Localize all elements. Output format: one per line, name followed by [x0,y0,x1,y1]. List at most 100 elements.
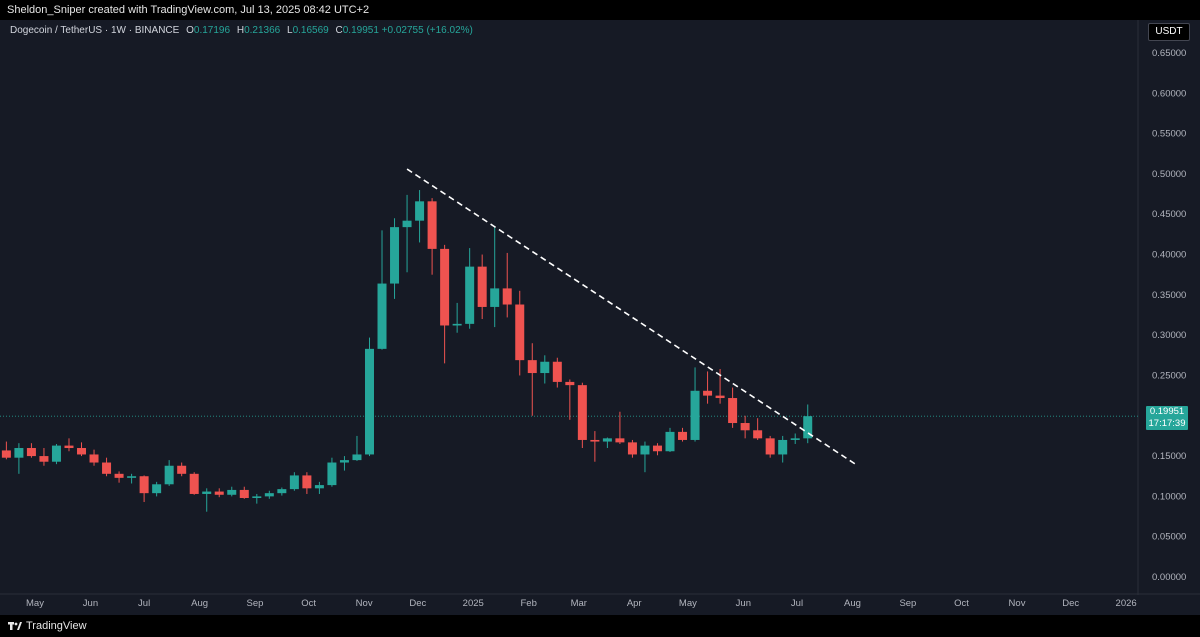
candle-body [289,475,299,490]
candle-body [490,288,500,307]
y-tick-label: 0.00000 [1152,572,1186,583]
x-tick-label: Jul [138,598,150,609]
candle-body [402,220,412,228]
x-tick-label: Sep [247,598,264,609]
candle-body [51,445,61,462]
x-tick-label: Jun [83,598,98,609]
x-tick-label: Mar [571,598,587,609]
x-tick-label: Jul [791,598,803,609]
candle-body [164,465,174,485]
candle-body [640,445,650,455]
x-tick-label: 2025 [463,598,484,609]
close-value: 0.19951 [342,25,379,36]
candle-body [415,201,425,221]
candle-body [89,454,99,463]
candle-body [665,431,675,452]
x-tick-label: May [679,598,697,609]
attribution-text: Sheldon_Sniper created with TradingView.… [7,4,370,16]
candle-body [765,438,775,455]
change-value: +0.02755 (+16.02%) [381,25,473,36]
candle-body [152,484,162,494]
x-tick-label: May [26,598,44,609]
candle-body [465,266,475,324]
open-label: O [186,25,194,36]
candle-body [352,454,362,461]
y-tick-label: 0.60000 [1152,88,1186,99]
candle-body [452,323,462,326]
x-tick-label: Nov [356,598,373,609]
candle-body [803,416,813,439]
candle-body [728,398,738,424]
candle-body [740,423,750,431]
candle-body [427,201,437,249]
candle-body [264,493,274,497]
candle-body [189,473,199,494]
y-tick-label: 0.25000 [1152,370,1186,381]
candle-body [339,460,349,463]
y-tick-label: 0.05000 [1152,532,1186,543]
candle-body [690,390,700,440]
candle-body [252,496,262,498]
candle-body [314,485,324,489]
descending-trendline [406,168,859,467]
currency-unit-button[interactable]: USDT [1148,23,1190,41]
candle-body [577,385,587,440]
candle-body [14,448,24,458]
candle-body [678,431,688,440]
last-price-value: 0.19951 [1149,406,1185,417]
candle-body [127,476,137,478]
close-label: C [335,25,343,36]
candle-body [565,381,575,386]
y-tick-label: 0.15000 [1152,451,1186,462]
low-label: L [287,25,293,36]
candle-body [139,476,149,494]
candle-body [590,439,600,442]
attribution-bar: Sheldon_Sniper created with TradingView.… [0,0,1200,20]
candle-body [1,450,11,458]
y-tick-label: 0.35000 [1152,290,1186,301]
candle-body [239,489,249,498]
x-tick-label: Dec [409,598,426,609]
candle-body [527,360,537,374]
candle-body [790,438,800,440]
y-tick-label: 0.50000 [1152,169,1186,180]
candle-body [202,491,212,494]
candle-body [377,283,387,349]
candle-body [214,491,224,495]
y-tick-label: 0.30000 [1152,330,1186,341]
footer-bar: TradingView [0,615,1200,637]
candle-body [703,390,713,396]
tradingview-logo-icon [8,622,22,630]
candle-body [390,227,400,284]
candle-body [39,456,49,462]
x-tick-label: Apr [627,598,642,609]
candle-body [615,438,625,443]
candle-body [102,462,112,474]
high-label: H [236,25,245,36]
candle-body [502,288,512,305]
candle-body [627,442,637,455]
candle-body [602,438,612,442]
candle-body [652,445,662,452]
symbol-name: Dogecoin / TetherUS · 1W · BINANCE [10,25,180,36]
bar-countdown: 17:17:39 [1148,418,1186,429]
y-tick-label: 0.65000 [1152,48,1186,59]
x-tick-label: Jun [736,598,751,609]
x-tick-label: Aug [844,598,861,609]
x-tick-label: Oct [301,598,316,609]
candle-body [227,489,237,495]
high-value: 0.21366 [244,25,281,36]
candle-body [26,448,36,457]
candlestick-chart[interactable]: 0.65000 0.60000 0.55000 0.50000 0.45000 0.400… [0,20,1200,615]
candle-body [477,266,487,307]
candle-body [440,248,450,326]
footer-brand: TradingView [26,620,87,632]
x-tick-label: Dec [1062,598,1079,609]
candle-body [552,361,562,382]
last-price-tag: 0.19951 17:17:39 [1146,406,1188,430]
candle-body [302,475,312,489]
candle-body [778,439,788,455]
y-tick-label: 0.10000 [1152,491,1186,502]
x-tick-label: Nov [1009,598,1026,609]
x-tick-label: Feb [521,598,537,609]
